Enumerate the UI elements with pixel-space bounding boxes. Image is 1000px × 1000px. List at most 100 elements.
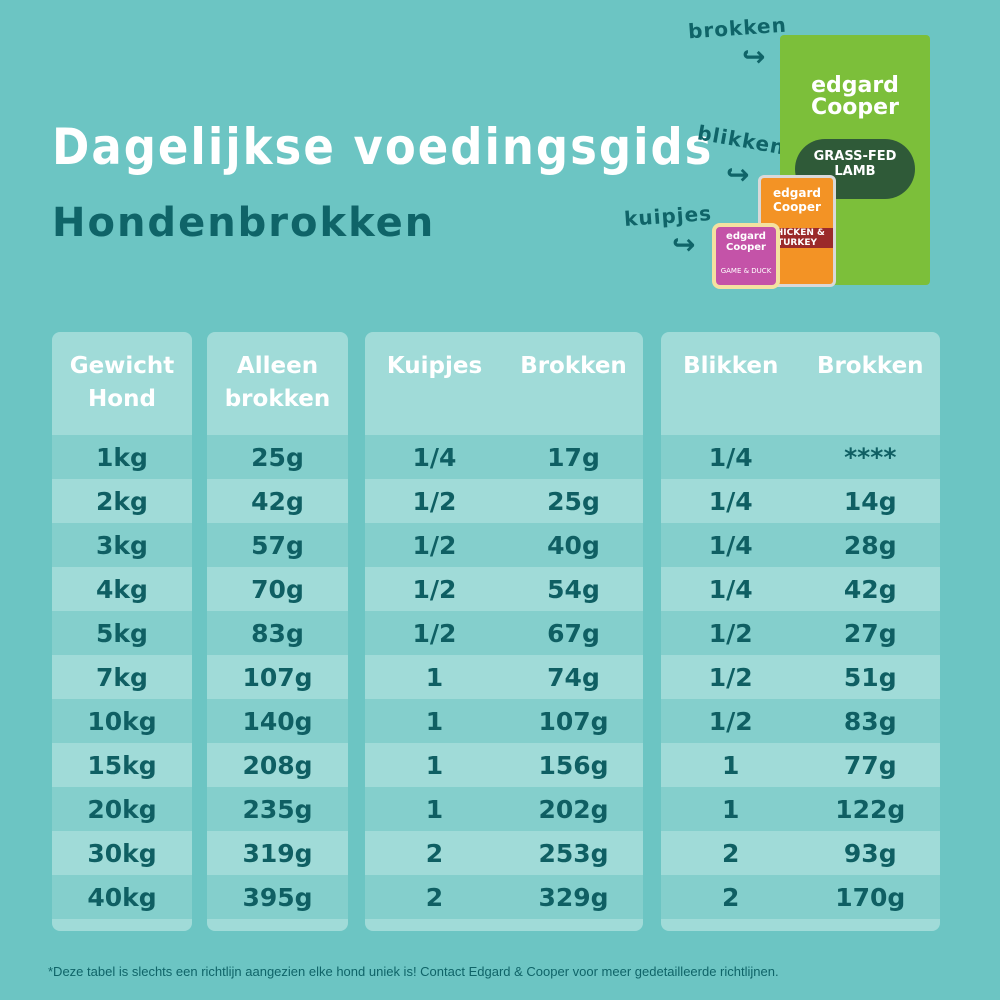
alone-column: Alleen brokken 25g 42g 57g 70g 83g 107g 140g 20… — [207, 332, 348, 931]
table-row: 2 170g — [661, 875, 940, 919]
table-row: 1/2 67g — [365, 611, 643, 655]
cell-kuipjes: 1 — [425, 794, 444, 824]
cell-blikken-brokken: 83g — [843, 706, 897, 736]
cell-alone: 57g — [251, 530, 304, 560]
cell-weight: 15kg — [87, 750, 157, 780]
table-row: 42g — [207, 479, 348, 523]
table-row: 395g — [207, 875, 348, 919]
can-logo: edgard Cooper — [773, 186, 821, 214]
cell-alone: 395g — [242, 882, 313, 912]
cell-weight: 4kg — [96, 574, 148, 604]
header-weight: Gewicht Hond — [69, 353, 175, 412]
label-brokken: brokken — [687, 12, 788, 44]
cell-weight: 5kg — [96, 618, 148, 648]
cell-alone: 107g — [242, 662, 313, 692]
cell-kuipjes: 1 — [425, 706, 444, 736]
header-kuipjes: Kuipjes — [386, 353, 483, 379]
cell-blikken: 1/4 — [708, 530, 753, 560]
table-row: 1 156g — [365, 743, 643, 787]
table-row: 1/2 25g — [365, 479, 643, 523]
header-kuipjes-brokken: Brokken — [520, 353, 627, 379]
bag-logo: edgard Cooper — [811, 73, 899, 120]
header-blikken: Blikken — [683, 353, 779, 379]
cell-kuipjes: 1 — [425, 750, 444, 780]
bag-product-name: GRASS-FED LAMB — [795, 139, 915, 199]
table-row: 1 107g — [365, 699, 643, 743]
table-row: 1/2 51g — [661, 655, 940, 699]
cell-kuipjes: 1/2 — [412, 486, 457, 516]
table-row: 1/4 14g — [661, 479, 940, 523]
cell-blikken-brokken: 28g — [843, 530, 897, 560]
cell-kuipjes: 1/4 — [412, 442, 457, 472]
cell-kuipjes-brokken: 25g — [547, 486, 600, 516]
table-row: 2 93g — [661, 831, 940, 875]
table-row: 40kg — [52, 875, 192, 919]
cell-weight: 7kg — [96, 662, 148, 692]
table-row: 1 202g — [365, 787, 643, 831]
cell-alone: 235g — [242, 794, 313, 824]
cell-blikken-brokken: 77g — [843, 750, 897, 780]
cell-blikken: 1/2 — [708, 662, 753, 692]
table-row: 2kg — [52, 479, 192, 523]
cell-alone: 42g — [251, 486, 304, 516]
cell-weight: 40kg — [87, 882, 157, 912]
header-blikken-brokken: Brokken — [816, 353, 924, 379]
cell-blikken: 2 — [722, 838, 740, 868]
arrow-icon: ↪ — [726, 158, 750, 191]
cell-weight: 3kg — [96, 530, 148, 560]
table-row: 1/2 83g — [661, 699, 940, 743]
cell-kuipjes-brokken: 202g — [538, 794, 609, 824]
table-row: 4kg — [52, 567, 192, 611]
table-row: 1 122g — [661, 787, 940, 831]
table-row: 208g — [207, 743, 348, 787]
table-row: 1/4 42g — [661, 567, 940, 611]
footnote: *Deze tabel is slechts een richtlijn aan… — [48, 964, 779, 979]
table-row: 25g — [207, 435, 348, 479]
cell-blikken: 1/4 — [708, 574, 753, 604]
cell-blikken: 1/4 — [708, 442, 753, 472]
cell-blikken-brokken: **** — [844, 442, 897, 472]
table-row: 235g — [207, 787, 348, 831]
weight-column: Gewicht Hond 1kg 2kg 3kg 4kg 5kg 7kg 10kg 15kg 2… — [52, 332, 192, 931]
cell-weight: 2kg — [96, 486, 148, 516]
table-row: 1/2 27g — [661, 611, 940, 655]
cell-kuipjes-brokken: 107g — [538, 706, 609, 736]
label-kuipjes: kuipjes — [623, 200, 713, 232]
table-row: 10kg — [52, 699, 192, 743]
table-row: 1 77g — [661, 743, 940, 787]
cell-alone: 140g — [242, 706, 313, 736]
table-row: 1kg — [52, 435, 192, 479]
table-row: 3kg — [52, 523, 192, 567]
page-subtitle: Hondenbrokken — [52, 200, 436, 246]
cell-blikken-brokken: 122g — [835, 794, 906, 824]
cell-blikken: 1/4 — [708, 486, 753, 516]
cell-blikken: 1 — [722, 794, 740, 824]
cell-kuipjes-brokken: 54g — [547, 574, 600, 604]
tray-logo: edgard Cooper — [726, 231, 766, 253]
cell-blikken-brokken: 170g — [835, 882, 906, 912]
cell-kuipjes: 1/2 — [412, 574, 457, 604]
table-row: 1/4 17g — [365, 435, 643, 479]
cell-weight: 10kg — [87, 706, 157, 736]
cell-blikken: 1 — [722, 750, 740, 780]
cell-blikken: 2 — [722, 882, 740, 912]
table-row: 5kg — [52, 611, 192, 655]
cell-kuipjes: 2 — [425, 882, 444, 912]
kuipjes-columns: Kuipjes Brokken 1/4 17g 1/2 25g 1/2 40g 1/2 54g 1… — [365, 332, 643, 931]
arrow-icon: ↪ — [742, 40, 766, 73]
table-row: 15kg — [52, 743, 192, 787]
cell-kuipjes-brokken: 253g — [538, 838, 609, 868]
table-row: 20kg — [52, 787, 192, 831]
tray-product-name: GAME & DUCK — [720, 267, 772, 275]
cell-kuipjes-brokken: 67g — [547, 618, 600, 648]
cell-alone: 208g — [242, 750, 313, 780]
cell-blikken-brokken: 14g — [843, 486, 897, 516]
cell-alone: 83g — [251, 618, 304, 648]
cell-kuipjes-brokken: 17g — [547, 442, 600, 472]
table-row: 70g — [207, 567, 348, 611]
cell-kuipjes: 1/2 — [412, 530, 457, 560]
page-title: Dagelijkse voedingsgids — [52, 118, 714, 176]
table-row: 1/2 54g — [365, 567, 643, 611]
table-row: 57g — [207, 523, 348, 567]
cell-kuipjes-brokken: 40g — [547, 530, 600, 560]
